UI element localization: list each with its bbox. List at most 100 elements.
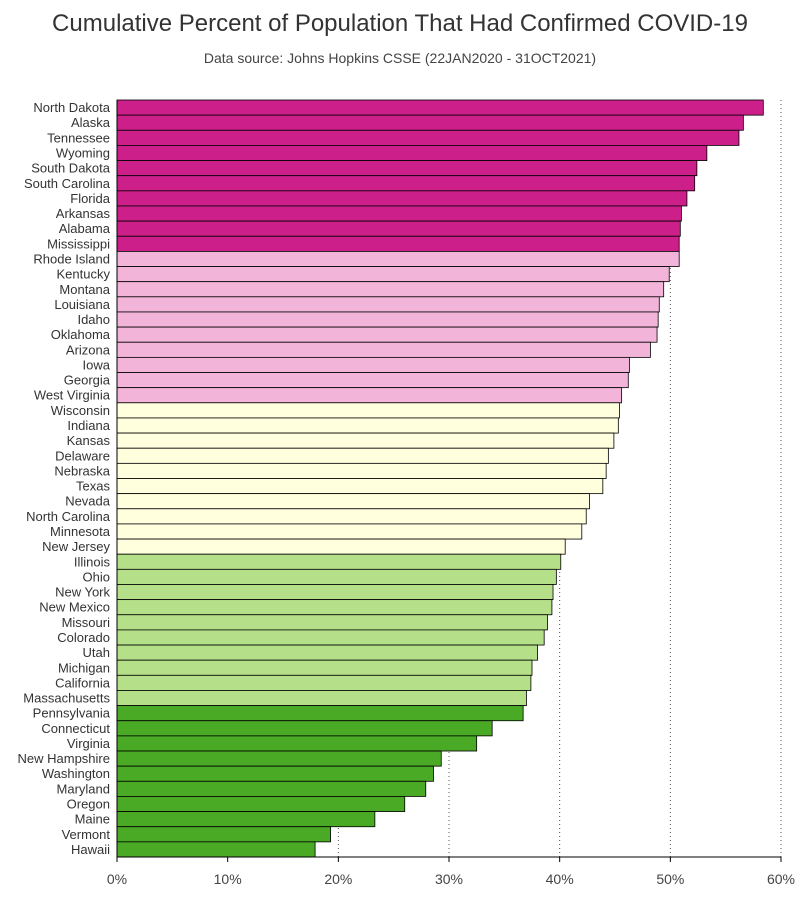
category-label: Georgia [64,373,111,388]
x-tick-label: 50% [656,871,684,887]
bar [116,99,764,116]
bar [116,478,604,495]
bar [116,811,376,828]
category-label: Kentucky [57,267,111,282]
category-label: Illinois [74,554,111,569]
bar [116,220,681,237]
category-label: Florida [70,191,111,206]
category-label: Hawaii [71,842,110,857]
bar [116,735,478,752]
bar [116,447,609,464]
x-tick-label: 0% [107,871,127,887]
bar [116,750,442,767]
category-label: Delaware [55,448,110,463]
category-label: Connecticut [41,721,110,736]
category-label: Minnesota [50,524,111,539]
bar [116,780,427,797]
category-label: South Dakota [31,161,111,176]
category-label: Louisiana [54,297,110,312]
bar [116,674,532,691]
category-label: Utah [83,645,110,660]
bar [116,114,744,131]
x-tick-label: 20% [324,871,352,887]
bar [116,266,670,283]
category-label: South Carolina [24,176,111,191]
category-label: California [55,675,111,690]
bar [116,417,619,434]
category-label: Texas [76,479,110,494]
x-tick-label: 30% [435,871,463,887]
bar [116,841,316,858]
bar [116,644,538,661]
category-label: Wisconsin [51,403,110,418]
category-label: Tennessee [47,130,110,145]
category-label: Missouri [62,615,111,630]
category-label: Maine [75,812,110,827]
category-label: Vermont [62,827,111,842]
bar [116,387,623,404]
category-label: Rhode Island [33,251,110,266]
chart-subtitle: Data source: Johns Hopkins CSSE (22JAN20… [203,50,597,66]
category-label: North Dakota [33,100,110,115]
category-label: Wyoming [56,145,110,160]
category-label: Virginia [67,736,111,751]
category-label: Arizona [66,342,111,357]
bar [116,372,629,389]
category-label: Idaho [77,312,110,327]
bar [116,553,562,570]
category-label: Michigan [58,660,110,675]
bar [116,629,545,646]
bar [116,281,665,298]
category-label: Massachusetts [23,691,110,706]
category-label: Mississippi [47,236,110,251]
category-label: Oklahoma [51,327,111,342]
category-label: Montana [59,282,110,297]
bar [116,796,406,812]
category-label: New Jersey [42,539,110,554]
bar [116,356,630,373]
x-tick-label: 40% [546,871,574,887]
category-label: New Hampshire [18,751,110,766]
bar [116,568,557,585]
bar [116,826,331,843]
bar [116,508,587,525]
bar [116,765,434,782]
bar [116,160,698,177]
bar [116,250,680,267]
bar [116,235,680,252]
bar [116,175,696,192]
bar [116,296,660,313]
bar [116,690,527,707]
category-label: Iowa [83,357,111,372]
bar [116,523,583,540]
bar [116,205,682,222]
category-label: Maryland [57,781,110,796]
category-label: Kansas [67,433,111,448]
bar [116,493,590,510]
chart-title: Cumulative Percent of Population That Ha… [52,10,748,37]
bar [116,705,524,722]
bar [116,584,554,601]
category-label: Arkansas [56,206,111,221]
x-tick-label: 10% [214,871,242,887]
bar [116,341,651,358]
bar [116,145,708,161]
bar [116,538,566,555]
bar [116,462,607,479]
bar [116,599,553,616]
bar [116,311,659,328]
category-label: Indiana [67,418,110,433]
category-label: Oregon [67,797,110,812]
bar [116,402,620,419]
bar [116,432,615,449]
category-label: Nebraska [54,463,110,478]
bar [116,659,533,676]
bar [116,129,740,146]
category-label: North Carolina [26,509,111,524]
category-label: West Virginia [34,388,111,403]
bar [116,326,658,343]
category-label: Pennsylvania [33,706,111,721]
category-label: Ohio [83,569,110,584]
